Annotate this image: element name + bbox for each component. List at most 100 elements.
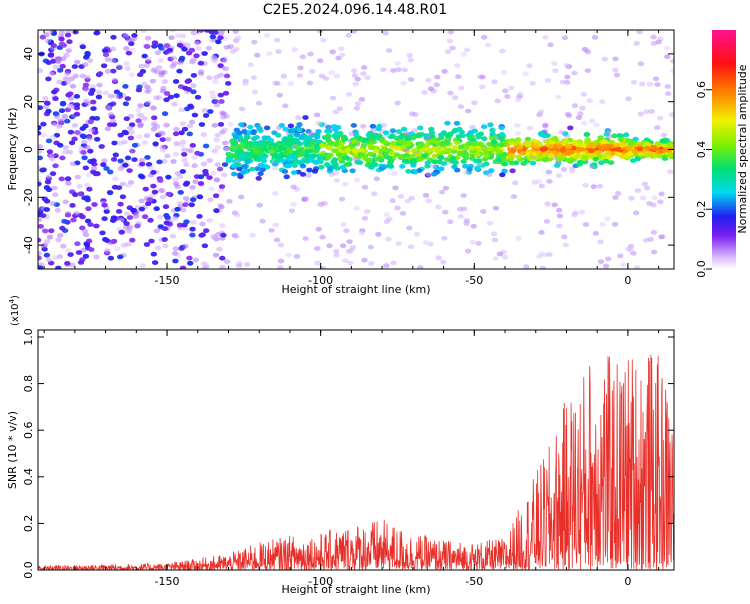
spectrogram-cell	[244, 135, 251, 140]
snr-y-label: SNR (10 * v/v)	[6, 411, 19, 489]
spectrogram-cell	[284, 163, 292, 169]
spectrogram-cell	[527, 156, 534, 161]
spectrogram-cell	[214, 162, 221, 168]
spectrogram-cell	[213, 137, 220, 143]
spectrogram-cell	[110, 218, 117, 224]
spectrogram-cell	[56, 123, 63, 129]
spectrogram-cell	[100, 162, 107, 168]
spectrogram-cell	[213, 74, 220, 80]
spectrogram-cell	[382, 30, 389, 36]
spectrogram-cell	[81, 139, 88, 145]
spectrogram-cell	[382, 151, 389, 157]
spectrogram-cell	[135, 107, 142, 113]
spectrogram-cell	[206, 158, 213, 163]
spectrogram-cell	[250, 75, 257, 80]
spectrogram-cell	[383, 219, 390, 225]
spectrogram-cell	[141, 140, 148, 146]
spectrogram-cell	[112, 93, 120, 99]
spectrogram-cell	[104, 238, 111, 244]
spectrogram-cell	[86, 186, 93, 192]
spectrogram-cell	[663, 45, 671, 51]
spectrogram-y-tick-label: 0	[22, 146, 35, 153]
spectrogram-cell	[535, 179, 542, 184]
colorbar-tick-label: 0.0	[695, 260, 708, 278]
spectrogram-cell	[486, 146, 493, 152]
spectrogram-cell	[644, 142, 651, 147]
spectrogram-cell	[123, 46, 130, 51]
snr-x-tick-label: -150	[155, 575, 180, 588]
spectrogram-cell	[385, 48, 393, 53]
spectrogram-cell	[380, 122, 387, 128]
spectrogram-cell	[95, 94, 103, 100]
spectrogram-cell	[206, 175, 213, 181]
spectrogram-cell	[158, 70, 166, 75]
spectrogram-cell	[336, 152, 343, 158]
spectrogram-cell	[181, 152, 188, 157]
spectrogram-cell	[664, 54, 671, 60]
spectrogram-cell	[544, 201, 551, 207]
spectrogram-cell	[380, 146, 388, 152]
spectrogram-cell	[329, 49, 336, 55]
spectrogram-cell	[127, 113, 135, 119]
spectrogram-cell	[648, 109, 655, 114]
spectrogram-cell	[390, 140, 397, 146]
spectrogram-cell	[602, 158, 610, 164]
spectrogram-cell	[285, 252, 292, 258]
spectrogram-cell	[563, 62, 571, 68]
spectrogram-cell	[395, 241, 402, 247]
spectrogram-cell	[214, 145, 221, 150]
spectrogram-cell	[364, 75, 371, 81]
spectrogram-cell	[153, 228, 160, 234]
spectrogram-cell	[487, 122, 494, 128]
spectrogram-cell	[60, 56, 67, 62]
spectrogram-cell	[481, 34, 488, 40]
spectrogram-cell	[332, 109, 339, 115]
spectrogram-cell	[187, 260, 194, 266]
spectrogram-cell	[38, 105, 44, 111]
spectrogram-cell	[55, 265, 62, 269]
spectrogram-cell	[235, 162, 242, 168]
spectrogram-x-tick-label: -150	[155, 274, 180, 287]
spectrogram-cell	[529, 160, 537, 166]
spectrogram-cell	[501, 161, 508, 167]
spectrogram-cell	[345, 92, 353, 97]
spectrogram-cell	[218, 204, 225, 210]
spectrogram-cell	[615, 191, 622, 196]
spectrogram-cell	[138, 206, 145, 212]
spectrogram-cell	[159, 137, 166, 143]
spectrogram-cell	[307, 131, 314, 137]
spectrogram-cell	[324, 162, 331, 167]
spectrogram-cell	[313, 112, 321, 118]
snr-y-tick-label: 0.8	[22, 375, 35, 393]
spectrogram-cell	[331, 160, 338, 166]
spectrogram-cell	[44, 179, 52, 185]
spectrogram-cell	[190, 73, 198, 78]
spectrogram-cell	[566, 157, 573, 163]
spectrogram-cell	[123, 221, 130, 227]
spectrogram-cell	[475, 241, 482, 246]
spectrogram-cell	[597, 239, 604, 245]
spectrogram-cell	[538, 230, 545, 235]
spectrogram-cell	[385, 155, 393, 161]
spectrogram-cell	[606, 134, 613, 139]
spectrogram-cell	[558, 129, 565, 135]
spectrogram-cell	[84, 144, 91, 150]
spectrogram-cell	[43, 207, 50, 212]
spectrogram-x-tick-label: -50	[465, 274, 483, 287]
spectrogram-cell	[631, 149, 639, 155]
spectrogram-cell	[90, 99, 97, 105]
spectrogram-cell	[407, 57, 414, 63]
spectrogram-cell	[474, 152, 481, 157]
spectrogram-cell	[409, 153, 416, 159]
spectrogram-cell	[93, 223, 100, 229]
spectrogram-cell	[589, 164, 596, 170]
spectrogram-cell	[61, 114, 68, 119]
spectrogram-cell	[381, 164, 388, 170]
spectrogram-cell	[383, 263, 390, 268]
spectrogram-cell	[447, 131, 454, 137]
spectrogram-cell	[65, 176, 72, 182]
spectrogram-cell	[389, 128, 397, 134]
spectrogram-cell	[44, 38, 52, 44]
spectrogram-cell	[170, 55, 178, 61]
spectrogram-cell	[51, 185, 58, 191]
